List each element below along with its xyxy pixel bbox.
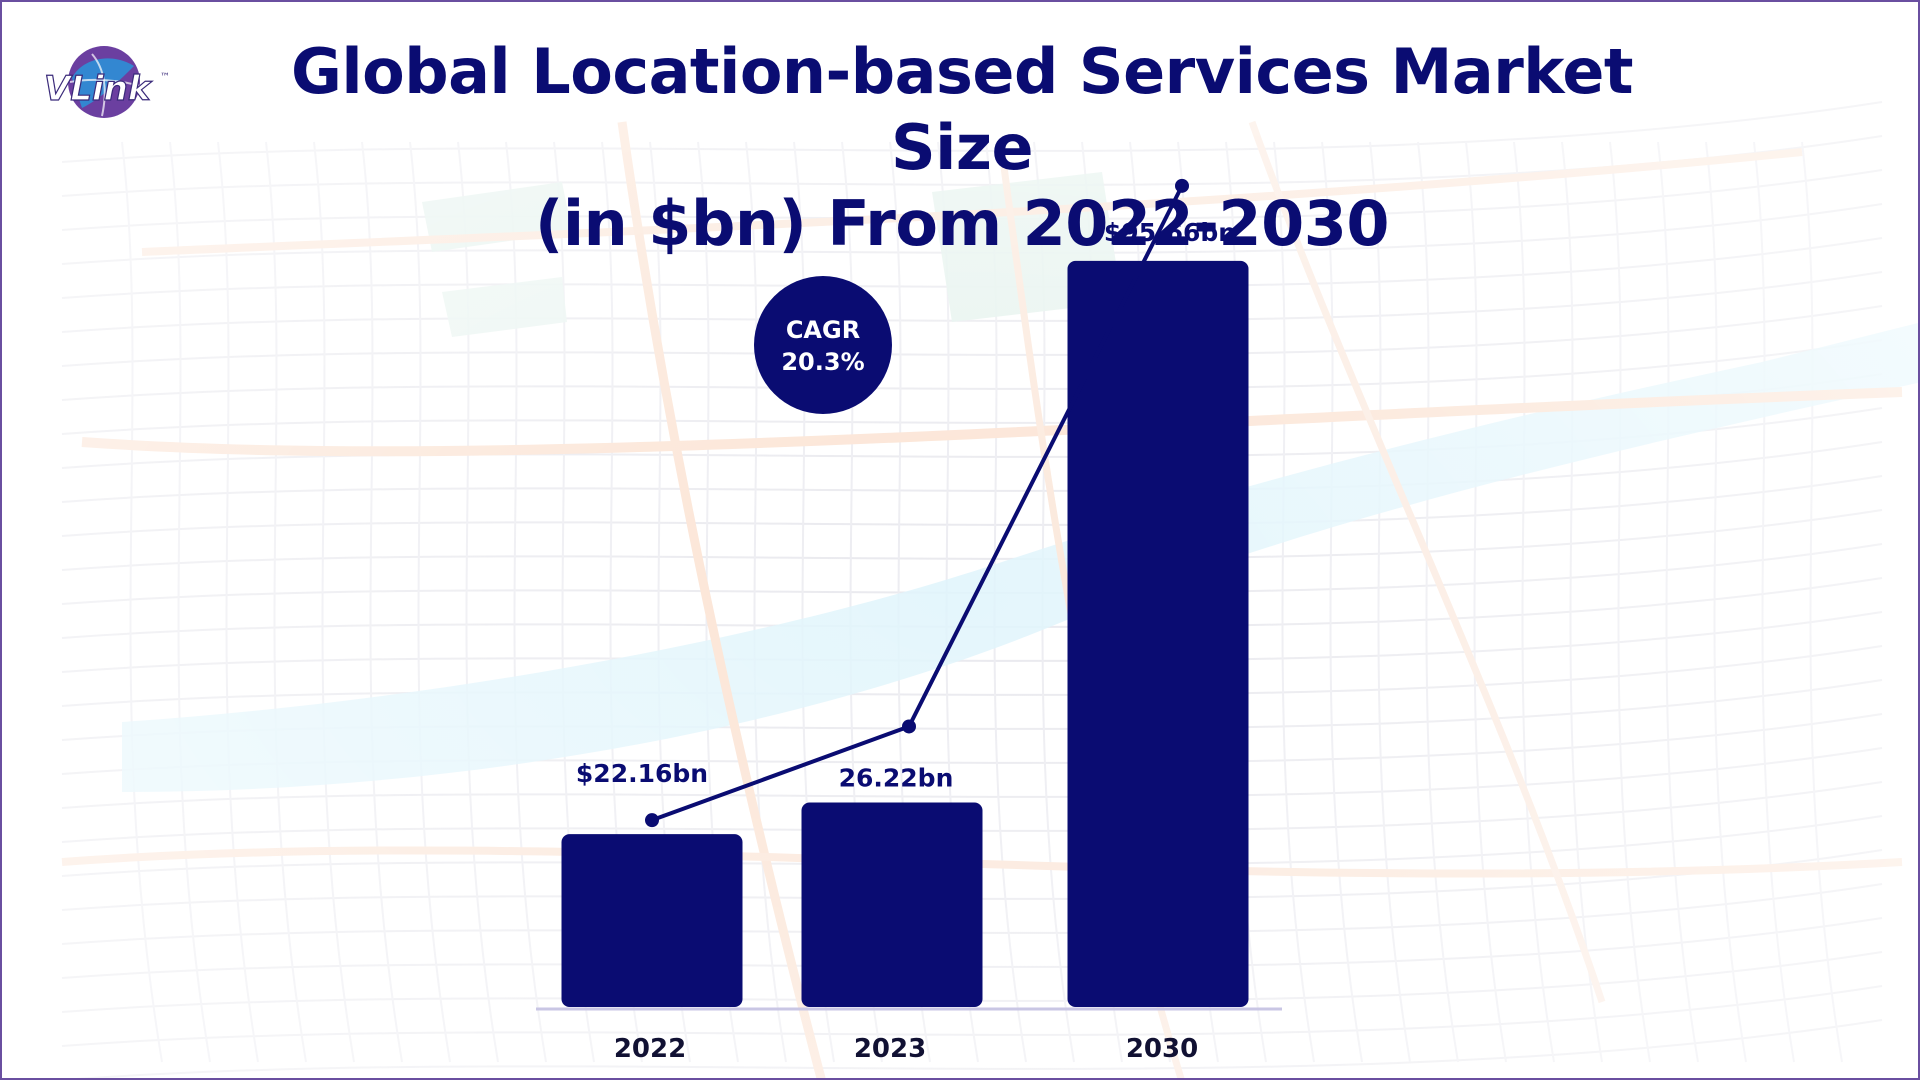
trend-point-2030 bbox=[1175, 178, 1189, 193]
cagr-label: CAGR bbox=[786, 316, 860, 344]
vlink-logo: VLink ™ bbox=[43, 46, 170, 118]
chart-title-line1: Global Location-based Services Market Si… bbox=[290, 35, 1634, 184]
tick-label-2030: 2030 bbox=[1126, 1034, 1198, 1064]
tick-label-2023: 2023 bbox=[854, 1034, 926, 1064]
logo-text: VLink bbox=[44, 69, 153, 109]
cagr-circle bbox=[754, 276, 892, 414]
chart-title: Global Location-based Services Market Si… bbox=[262, 34, 1662, 262]
trend-point-2023 bbox=[902, 719, 916, 734]
cagr-value: 20.3% bbox=[781, 348, 864, 376]
tick-label-2022: 2022 bbox=[614, 1034, 686, 1064]
bar-2023 bbox=[801, 802, 983, 1007]
bar-2030 bbox=[1067, 260, 1249, 1007]
trend-point-2022 bbox=[645, 813, 659, 828]
bar-2022 bbox=[561, 834, 743, 1007]
logo-trademark: ™ bbox=[160, 72, 170, 83]
cagr-badge: CAGR 20.3% bbox=[754, 276, 892, 414]
data-label-2022: $22.16bn bbox=[576, 759, 708, 788]
chart-title-line2: (in $bn) From 2022-2030 bbox=[535, 187, 1390, 260]
data-label-2030: $95.66bn bbox=[1104, 218, 1236, 247]
data-label-2023: 26.22bn bbox=[839, 763, 954, 792]
